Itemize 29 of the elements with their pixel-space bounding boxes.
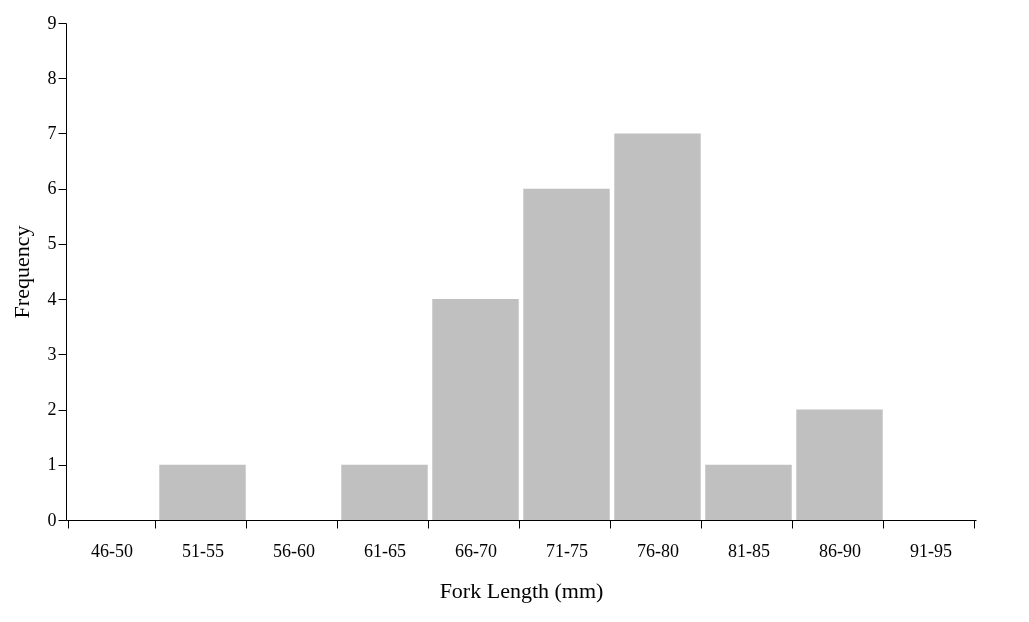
y-tick-label: 2 (47, 399, 57, 420)
y-tick-label: 8 (47, 67, 57, 88)
x-tick-label: 81-85 (728, 540, 770, 561)
x-tick-label: 56-60 (273, 540, 315, 561)
y-tick-label: 7 (47, 122, 57, 143)
bar (705, 464, 792, 520)
y-tick-label: 3 (47, 343, 57, 364)
x-tick-label: 71-75 (546, 540, 588, 561)
y-tick-label: 4 (47, 288, 57, 309)
x-axis-title: Fork Length (mm) (439, 577, 604, 603)
bar (432, 299, 519, 520)
bar (341, 464, 428, 520)
bar (159, 464, 246, 520)
y-tick-label: 9 (47, 12, 57, 33)
y-tick-label: 1 (47, 454, 57, 475)
y-tick-label: 5 (47, 233, 57, 254)
bar (796, 409, 883, 520)
y-tick-label: 6 (47, 178, 57, 199)
y-tick-label: 0 (47, 509, 57, 530)
y-axis-title: Frequency (8, 225, 34, 319)
x-tick-label: 86-90 (819, 540, 861, 561)
bar (523, 188, 610, 520)
bar (614, 133, 701, 520)
x-tick-label: 66-70 (455, 540, 497, 561)
x-tick-label: 61-65 (364, 540, 406, 561)
x-tick-label: 51-55 (182, 540, 224, 561)
x-tick-label: 91-95 (910, 540, 952, 561)
x-tick-label: 76-80 (637, 540, 679, 561)
x-tick-label: 46-50 (91, 540, 133, 561)
